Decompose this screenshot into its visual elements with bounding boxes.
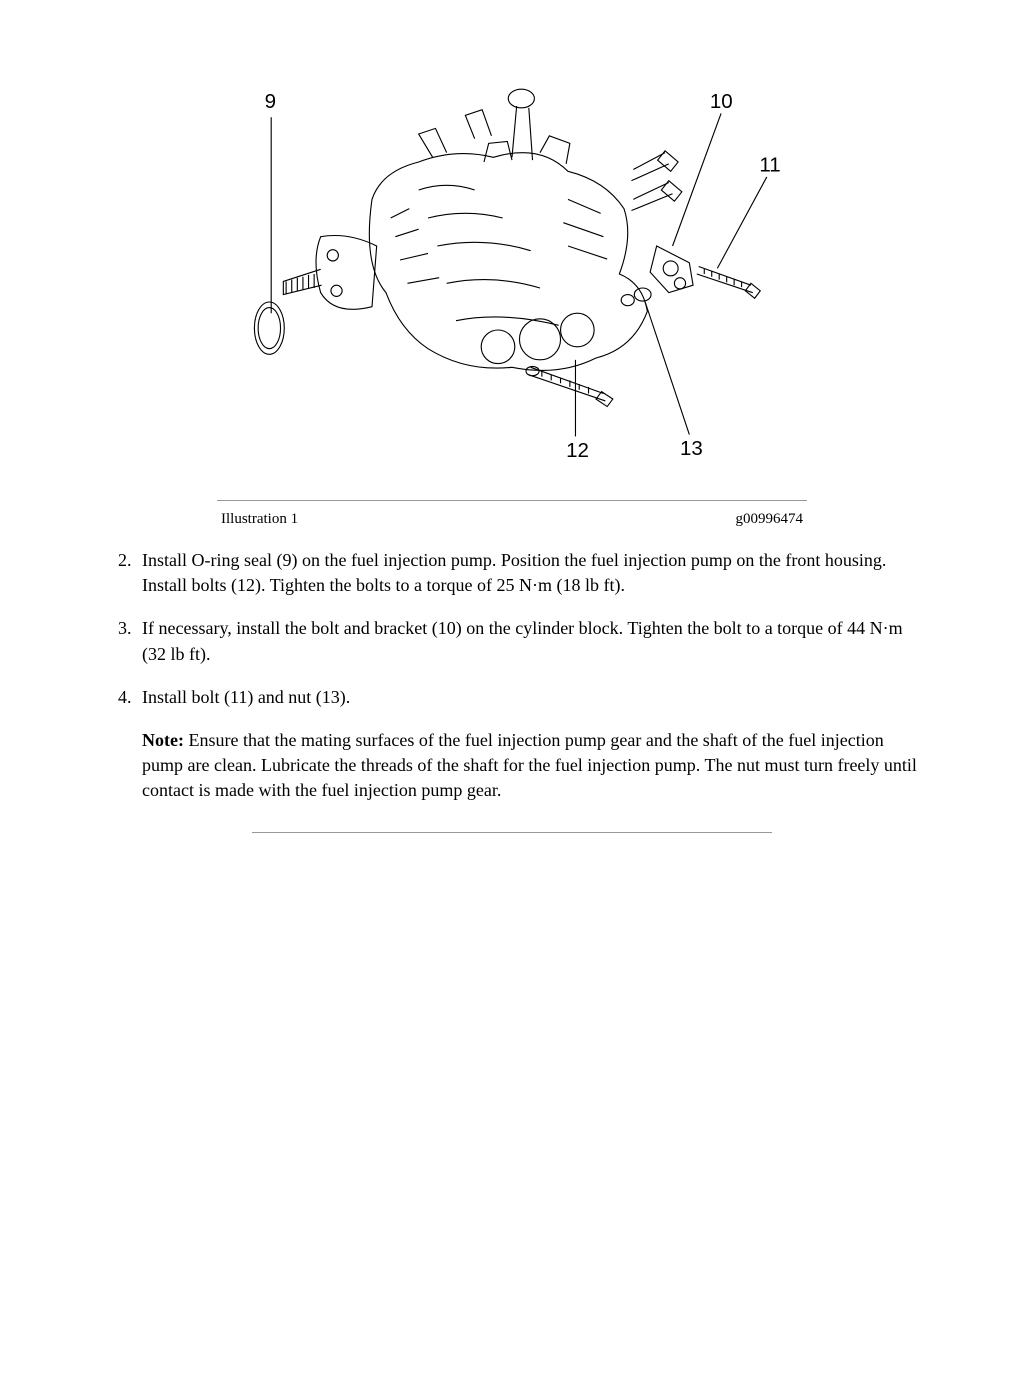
callout-12: 12: [566, 439, 589, 462]
leader-line-11: [717, 177, 766, 268]
note-text: Ensure that the mating surfaces of the f…: [142, 730, 917, 800]
note-label: Note:: [142, 730, 188, 750]
step-4-text: Install bolt (11) and nut (13).: [142, 687, 350, 707]
divider-bottom: [252, 832, 772, 833]
fuel-injection-pump-diagram: 9 10 11 12 13: [232, 40, 792, 480]
diagram-container: 9 10 11 12 13: [100, 40, 924, 480]
step-2: Install O-ring seal (9) on the fuel inje…: [142, 548, 924, 598]
illustration-caption: Illustration 1 g00996474: [217, 509, 807, 530]
note-block: Note: Ensure that the mating surfaces of…: [142, 728, 924, 804]
instruction-list: Install O-ring seal (9) on the fuel inje…: [100, 548, 924, 804]
callout-13: 13: [680, 437, 703, 460]
step-2-text: Install O-ring seal (9) on the fuel inje…: [142, 550, 886, 595]
callout-11: 11: [759, 153, 780, 176]
step-3-text: If necessary, install the bolt and brack…: [142, 618, 903, 663]
callout-10: 10: [710, 90, 733, 113]
step-4: Install bolt (11) and nut (13). Note: En…: [142, 685, 924, 804]
page: 9 10 11 12 13 Illustration 1 g00996474 I…: [0, 0, 1024, 881]
illustration-label: Illustration 1: [217, 509, 298, 530]
callout-9: 9: [265, 90, 276, 113]
leader-line-10: [673, 113, 722, 246]
divider: [217, 500, 807, 501]
illustration-code: g00996474: [736, 509, 808, 530]
leader-line-13: [645, 300, 690, 434]
step-3: If necessary, install the bolt and brack…: [142, 616, 924, 666]
